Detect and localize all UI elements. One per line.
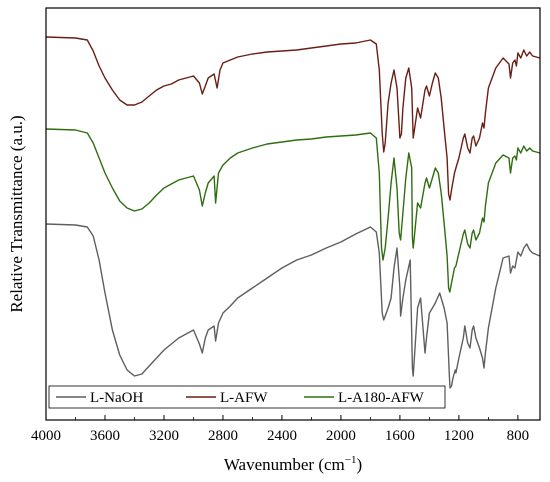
legend-label-l-a180-afw: L-A180-AFW [338, 390, 425, 406]
x-tick-label-3600: 3600 [90, 428, 120, 444]
legend: L-NaOH L-AFW L-A180-AFW [48, 385, 446, 409]
legend-items: L-NaOH L-AFW L-A180-AFW [56, 390, 425, 406]
x-tick-label-2800: 2800 [208, 428, 238, 444]
legend-label-l-naoh: L-NaOH [90, 390, 143, 406]
x-tick-label-2400: 2400 [267, 428, 297, 444]
x-tick-label-1200: 1200 [444, 428, 474, 444]
legend-label-l-afw: L-AFW [220, 390, 268, 406]
y-axis-title: Relative Transmittance (a.u.) [7, 115, 26, 312]
x-axis-title: Wavenumber (cm−1) [224, 454, 362, 474]
legend-box [48, 385, 446, 409]
x-tick-label-1600: 1600 [385, 428, 415, 444]
x-tick-label-3200: 3200 [149, 428, 179, 444]
x-tick-label-800: 800 [507, 428, 530, 444]
plot-frame [45, 7, 541, 421]
series-line-l-a180-afw [45, 128, 541, 293]
x-axis: 4000 3600 3200 2800 2400 2000 1600 1200 800 [31, 415, 529, 444]
series-line-l-naoh [45, 223, 541, 389]
series-layer [45, 36, 541, 389]
x-tick-label-4000: 4000 [31, 428, 61, 444]
series-line-l-afw [45, 36, 541, 201]
x-tick-label-2000: 2000 [326, 428, 356, 444]
